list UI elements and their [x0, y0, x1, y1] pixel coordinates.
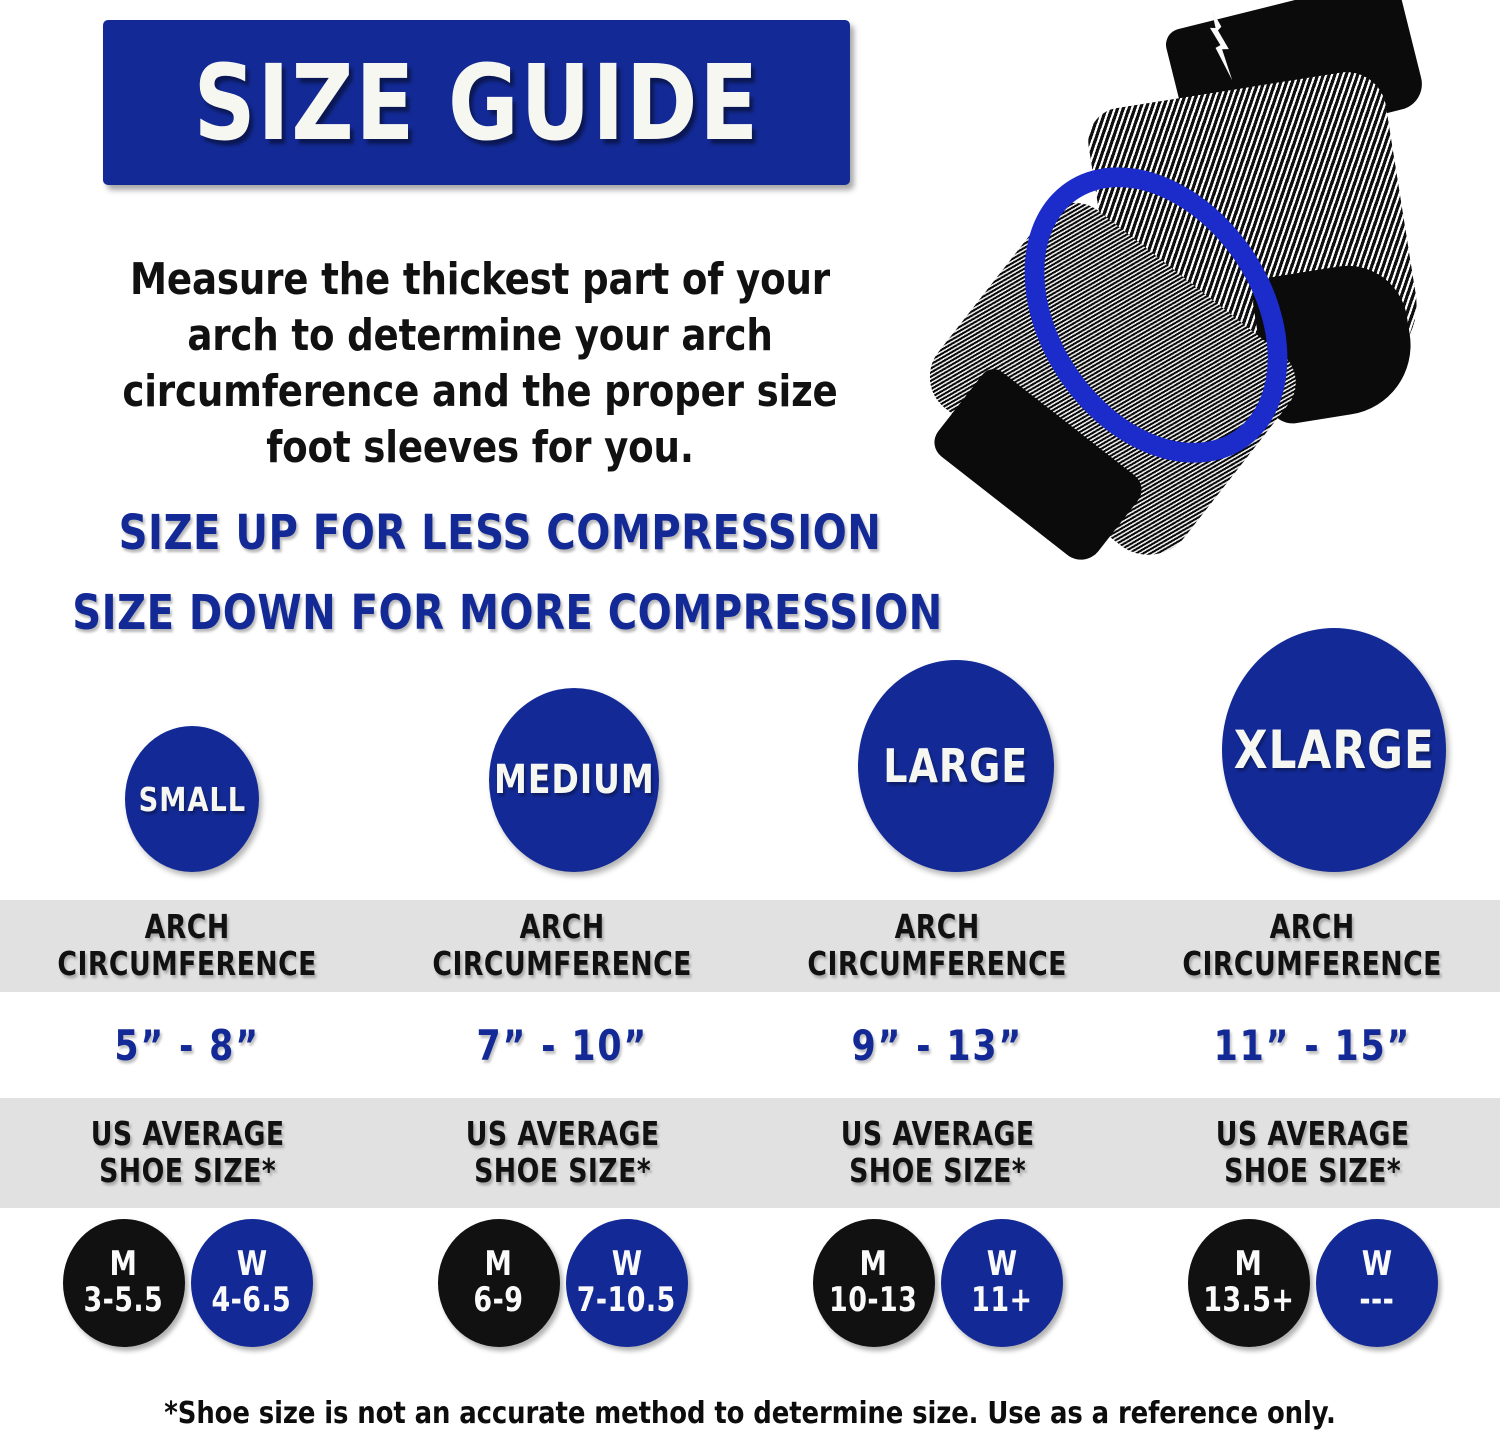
- shoe-pair: M 10-13 W 11+: [812, 1219, 1063, 1347]
- arch-circumference-header-row: ARCH CIRCUMFERENCE ARCH CIRCUMFERENCE AR…: [0, 900, 1500, 992]
- womens-label: W: [986, 1243, 1017, 1284]
- shoe-header-label: US AVERAGE SHOE SIZE*: [90, 1114, 285, 1190]
- arch-circumference-header-band: [0, 900, 1500, 992]
- arch-header-label: ARCH CIRCUMFERENCE: [807, 907, 1068, 983]
- arch-header-cell-medium: ARCH CIRCUMFERENCE: [375, 900, 750, 992]
- arch-value-cell-xlarge: 11” - 15”: [1125, 992, 1500, 1098]
- mens-shoe-circle[interactable]: M 10-13: [812, 1219, 935, 1347]
- arch-header-label: ARCH CIRCUMFERENCE: [1182, 907, 1443, 983]
- womens-range: 7-10.5: [577, 1279, 676, 1320]
- arch-range-value: 7” - 10”: [476, 1020, 649, 1070]
- size-circle-medium[interactable]: MEDIUM: [489, 688, 659, 872]
- mens-shoe-circle[interactable]: M 3-5.5: [62, 1219, 185, 1347]
- size-circle-xlarge[interactable]: XLARGE: [1222, 628, 1446, 872]
- shoe-pair-cell-medium: M 6-9 W 7-10.5: [375, 1208, 750, 1358]
- womens-label: W: [611, 1243, 642, 1284]
- shoe-pair: M 6-9 W 7-10.5: [437, 1219, 688, 1347]
- mens-range: 6-9: [473, 1279, 524, 1320]
- size-circle-large[interactable]: LARGE: [858, 660, 1054, 872]
- arch-header-label: ARCH CIRCUMFERENCE: [57, 907, 318, 983]
- mens-label: M: [859, 1243, 888, 1284]
- shoe-header-label: US AVERAGE SHOE SIZE*: [840, 1114, 1035, 1190]
- shoe-pair: M 3-5.5 W 4-6.5: [62, 1219, 313, 1347]
- shoe-pair-cell-large: M 10-13 W 11+: [750, 1208, 1125, 1358]
- arch-value-cell-small: 5” - 8”: [0, 992, 375, 1098]
- shoe-header-cell-xlarge: US AVERAGE SHOE SIZE*: [1125, 1098, 1500, 1208]
- arch-range-value: 5” - 8”: [114, 1020, 261, 1070]
- size-circle-label: XLARGE: [1233, 719, 1435, 781]
- womens-shoe-circle[interactable]: W ---: [1315, 1219, 1438, 1347]
- shoe-pair: M 13.5+ W ---: [1187, 1219, 1438, 1347]
- arch-header-cell-xlarge: ARCH CIRCUMFERENCE: [1125, 900, 1500, 992]
- shoe-header-cell-large: US AVERAGE SHOE SIZE*: [750, 1098, 1125, 1208]
- instruction-text: Measure the thickest part of your arch t…: [122, 254, 838, 473]
- shoe-header-cell-medium: US AVERAGE SHOE SIZE*: [375, 1098, 750, 1208]
- size-circle-small[interactable]: SMALL: [125, 726, 259, 872]
- shoe-header-label: US AVERAGE SHOE SIZE*: [1215, 1114, 1410, 1190]
- shoe-size-header-row: US AVERAGE SHOE SIZE* US AVERAGE SHOE SI…: [0, 1098, 1500, 1208]
- arch-range-value: 9” - 13”: [851, 1020, 1024, 1070]
- shoe-header-cell-small: US AVERAGE SHOE SIZE*: [0, 1098, 375, 1208]
- womens-range: ---: [1359, 1279, 1394, 1320]
- size-circle-label: SMALL: [138, 779, 246, 819]
- shoe-pair-cell-xlarge: M 13.5+ W ---: [1125, 1208, 1500, 1358]
- mens-label: M: [109, 1243, 138, 1284]
- womens-label: W: [1361, 1243, 1392, 1284]
- compression-note-size-down: SIZE DOWN FOR MORE COMPRESSION: [72, 584, 943, 641]
- mens-label: M: [484, 1243, 513, 1284]
- size-circles-row: SMALL MEDIUM LARGE XLARGE: [0, 620, 1500, 890]
- size-circle-label: MEDIUM: [493, 757, 655, 803]
- womens-label: W: [236, 1243, 267, 1284]
- arch-header-label: ARCH CIRCUMFERENCE: [432, 907, 693, 983]
- shoe-header-label: US AVERAGE SHOE SIZE*: [465, 1114, 660, 1190]
- title-banner: SIZE GUIDE: [103, 20, 850, 185]
- compression-foot-sleeve-photo: [930, 0, 1500, 620]
- mens-shoe-circle[interactable]: M 13.5+: [1187, 1219, 1310, 1347]
- arch-value-cell-large: 9” - 13”: [750, 992, 1125, 1098]
- womens-shoe-circle[interactable]: W 7-10.5: [565, 1219, 688, 1347]
- page-title: SIZE GUIDE: [193, 41, 760, 164]
- mens-label: M: [1234, 1243, 1263, 1284]
- womens-shoe-circle[interactable]: W 4-6.5: [190, 1219, 313, 1347]
- arch-value-cell-medium: 7” - 10”: [375, 992, 750, 1098]
- compression-notes: SIZE UP FOR LESS COMPRESSION SIZE DOWN F…: [72, 494, 943, 653]
- mens-shoe-circle[interactable]: M 6-9: [437, 1219, 560, 1347]
- shoe-size-circles-row: M 3-5.5 W 4-6.5 M 6-9 W 7-10.5 M 10-13: [0, 1208, 1500, 1358]
- compression-note-size-up: SIZE UP FOR LESS COMPRESSION: [118, 505, 882, 561]
- arch-header-cell-small: ARCH CIRCUMFERENCE: [0, 900, 375, 992]
- arch-header-cell-large: ARCH CIRCUMFERENCE: [750, 900, 1125, 992]
- womens-shoe-circle[interactable]: W 11+: [940, 1219, 1063, 1347]
- mens-range: 10-13: [829, 1279, 918, 1320]
- arch-range-value: 11” - 15”: [1213, 1020, 1412, 1070]
- shoe-size-header-band: [0, 1098, 1500, 1208]
- womens-range: 4-6.5: [211, 1279, 292, 1320]
- mens-range: 3-5.5: [83, 1279, 164, 1320]
- footnote-text: *Shoe size is not an accurate method to …: [164, 1396, 1336, 1431]
- mens-range: 13.5+: [1202, 1279, 1295, 1320]
- arch-circumference-values-row: 5” - 8” 7” - 10” 9” - 13” 11” - 15”: [0, 992, 1500, 1098]
- womens-range: 11+: [970, 1279, 1033, 1320]
- size-circle-label: LARGE: [883, 739, 1029, 793]
- shoe-pair-cell-small: M 3-5.5 W 4-6.5: [0, 1208, 375, 1358]
